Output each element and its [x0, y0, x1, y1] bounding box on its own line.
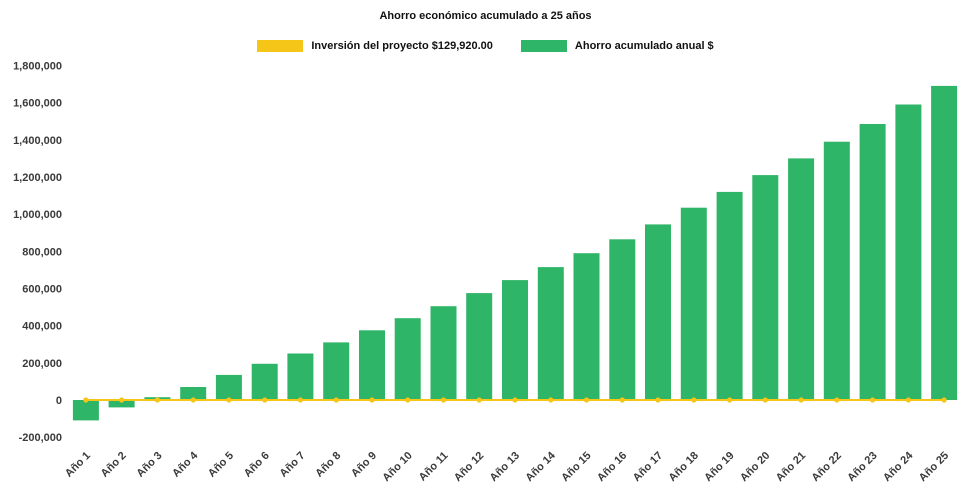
- bar-año-2: [108, 400, 135, 408]
- bar-año-23: [859, 124, 886, 400]
- bar-año-18: [680, 207, 707, 400]
- x-tick-label: Año 25: [917, 450, 951, 484]
- y-tick-label: 200,000: [22, 358, 62, 370]
- bar-año-6: [251, 363, 278, 400]
- bar-año-22: [823, 141, 850, 400]
- bar-año-7: [287, 353, 314, 400]
- y-tick-label: 1,000,000: [13, 209, 62, 221]
- investment-line-marker: [870, 397, 876, 403]
- bar-año-14: [537, 267, 564, 400]
- bar-año-4: [180, 387, 207, 400]
- x-tick-label: Año 24: [881, 449, 916, 484]
- x-tick-label: Año 20: [738, 450, 772, 484]
- investment-line-marker: [262, 397, 268, 403]
- x-tick-label: Año 18: [666, 450, 700, 484]
- investment-line-marker: [297, 397, 303, 403]
- legend-item-investment: Inversión del proyecto $129,920.00: [257, 40, 493, 52]
- x-tick-label: Año 4: [170, 449, 201, 480]
- bar-año-1: [72, 400, 99, 421]
- investment-line-marker: [941, 397, 947, 403]
- bar-año-17: [645, 224, 671, 400]
- investment-line-marker: [333, 397, 339, 403]
- y-tick-label: -200,000: [19, 432, 62, 444]
- investment-line-marker: [834, 397, 840, 403]
- x-tick-label: Año 9: [349, 450, 379, 480]
- legend: Inversión del proyecto $129,920.00 Ahorr…: [0, 40, 971, 52]
- x-tick-label: Año 16: [595, 450, 629, 484]
- x-tick-label: Año 17: [631, 450, 665, 484]
- y-tick-label: 800,000: [22, 246, 62, 258]
- bar-año-5: [215, 374, 242, 400]
- x-tick-label: Año 6: [242, 450, 272, 480]
- investment-line-marker: [190, 397, 196, 403]
- legend-swatch-investment: [257, 40, 304, 52]
- x-tick-label: Año 11: [417, 450, 451, 484]
- bar-año-24: [895, 104, 922, 400]
- investment-line-marker: [583, 397, 590, 403]
- x-tick-label: Año 15: [559, 450, 593, 484]
- legend-swatch-savings: [520, 40, 567, 52]
- y-tick-label: 400,000: [22, 321, 62, 333]
- x-tick-label: Año 8: [313, 450, 343, 480]
- bar-año-10: [394, 318, 421, 400]
- investment-line-marker: [154, 397, 160, 403]
- investment-line-marker: [226, 397, 232, 403]
- bar-año-15: [573, 253, 600, 400]
- y-tick-label: 600,000: [22, 284, 62, 296]
- x-tick-label: Año 10: [380, 450, 414, 484]
- investment-line-marker: [619, 397, 625, 403]
- investment-line-marker: [727, 397, 733, 403]
- investment-line-marker: [905, 397, 912, 403]
- bar-año-16: [609, 239, 636, 400]
- x-tick-label: Año 7: [277, 450, 307, 480]
- bar-año-20: [752, 175, 779, 400]
- x-tick-label: Año 22: [810, 450, 844, 484]
- investment-line-marker: [512, 397, 518, 403]
- chart-title: Ahorro económico acumulado a 25 años: [379, 10, 592, 22]
- x-tick-label: Año 14: [523, 449, 558, 484]
- x-tick-label: Año 19: [702, 450, 736, 484]
- investment-line-marker: [440, 397, 447, 403]
- x-tick-label: Año 23: [845, 450, 879, 484]
- investment-line-marker: [548, 397, 554, 403]
- bar-año-12: [466, 293, 493, 400]
- bar-año-11: [430, 306, 457, 400]
- investment-line-marker: [405, 397, 411, 403]
- x-tick-label: Año 13: [488, 450, 522, 484]
- legend-item-savings: Ahorro acumulado anual $: [520, 40, 714, 52]
- x-tick-label: Año 12: [452, 450, 486, 484]
- investment-line-marker: [83, 397, 89, 403]
- investment-line-marker: [476, 397, 482, 403]
- investment-line-marker: [655, 397, 661, 403]
- x-tick-label: Año 21: [774, 450, 808, 484]
- x-tick-label: Año 1: [63, 450, 93, 480]
- bar-año-8: [323, 342, 350, 400]
- y-tick-label: 1,800,000: [13, 61, 62, 73]
- x-tick-label: Año 2: [99, 450, 129, 480]
- investment-line-marker: [691, 397, 697, 403]
- investment-line-marker: [369, 397, 375, 403]
- bar-año-21: [788, 158, 815, 400]
- investment-line-marker: [798, 397, 804, 403]
- legend-label-investment: Inversión del proyecto $129,920.00: [311, 40, 493, 52]
- bar-año-9: [359, 330, 385, 400]
- legend-label-savings: Ahorro acumulado anual $: [574, 40, 714, 52]
- y-tick-label: 1,600,000: [13, 98, 62, 110]
- x-tick-label: Año 5: [206, 450, 236, 480]
- bar-año-25: [931, 85, 958, 401]
- bar-año-19: [716, 191, 743, 400]
- y-tick-label: 0: [56, 395, 62, 407]
- bar-año-13: [502, 280, 528, 400]
- x-tick-label: Año 3: [134, 450, 164, 480]
- investment-line-marker: [762, 397, 768, 403]
- y-tick-label: 1,400,000: [13, 135, 62, 147]
- investment-line-marker: [119, 397, 125, 403]
- y-tick-label: 1,200,000: [13, 172, 62, 184]
